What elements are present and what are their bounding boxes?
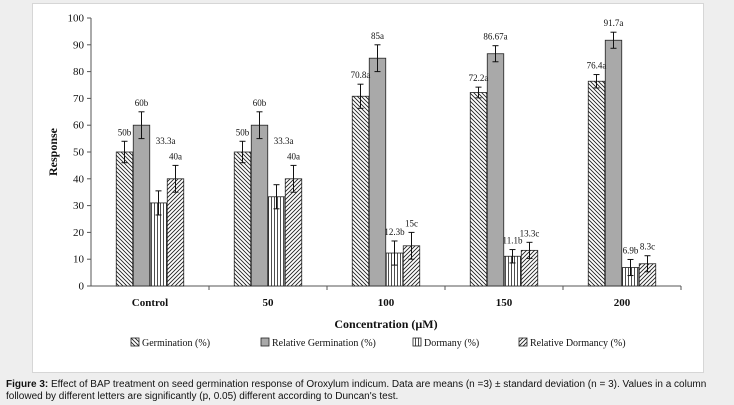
data-label: 70.8a: [351, 70, 371, 80]
y-tick-label: 80: [73, 66, 85, 78]
bar: [267, 196, 286, 287]
data-label: 12.3b: [384, 227, 405, 237]
data-label: 60b: [253, 98, 267, 108]
legend-label: Relative Dormancy (%): [530, 338, 626, 349]
data-label: 76.4a: [587, 61, 607, 71]
data-label: 91.7a: [604, 18, 624, 28]
bar: [233, 151, 252, 287]
bar: [604, 39, 623, 287]
legend-label: Germination (%): [142, 338, 210, 349]
x-axis-title: Concentration (µM): [334, 317, 437, 331]
y-axis-title: Response: [46, 127, 60, 176]
y-tick-label: 60: [73, 120, 85, 132]
data-label: 50b: [118, 127, 132, 137]
y-tick-label: 10: [73, 254, 85, 266]
data-label: 6.9b: [623, 245, 639, 255]
x-tick-label: 200: [614, 297, 631, 309]
y-tick-label: 90: [73, 39, 85, 51]
y-tick-label: 30: [73, 200, 85, 212]
x-tick-label: Control: [132, 297, 168, 309]
figure-frame: 0 10 20 30 40 50 60 70 80 90 100 Response Concentrat…: [32, 3, 704, 373]
bar: [115, 151, 134, 287]
legend-swatch: [260, 337, 270, 347]
legend-label: Relative Germination (%): [272, 338, 376, 349]
bar: [486, 53, 505, 287]
bap-germination-chart: 0 10 20 30 40 50 60 70 80 90 100 Response Concentrat…: [46, 13, 682, 349]
y-tick-label: 40: [73, 173, 85, 185]
data-label: 50b: [236, 127, 250, 137]
y-tick-label: 50: [73, 147, 85, 159]
bar: [368, 57, 387, 287]
data-label: 11.1b: [503, 236, 523, 246]
data-label: 8.3c: [640, 242, 655, 252]
data-label: 40a: [287, 151, 300, 161]
legend-swatch: [130, 337, 140, 347]
data-label: 13.3c: [520, 228, 540, 238]
y-tick-label: 100: [68, 13, 85, 25]
bar: [587, 80, 606, 287]
bar: [351, 95, 370, 287]
data-label: 40a: [169, 151, 182, 161]
data-label: 85a: [371, 31, 384, 41]
bar: [250, 124, 269, 287]
data-label: 33.3a: [274, 136, 294, 146]
bar: [469, 92, 488, 287]
bar: [284, 178, 303, 287]
bar: [166, 178, 185, 287]
data-label: 33.3a: [156, 136, 176, 146]
legend-swatch: [412, 337, 422, 347]
data-label: 60b: [135, 98, 149, 108]
legend-label: Dormany (%): [424, 338, 479, 349]
data-label: 72.2a: [469, 73, 489, 83]
y-tick-label: 70: [73, 93, 85, 105]
y-tick-label: 0: [79, 281, 85, 293]
data-label: 86.67a: [483, 32, 507, 42]
x-tick-label: 150: [496, 297, 513, 309]
bar: [132, 124, 151, 287]
caption-prefix: Figure 3:: [6, 379, 49, 390]
caption-text: Effect of BAP treatment on seed germinat…: [6, 379, 707, 402]
figure-caption: Figure 3: Effect of BAP treatment on see…: [6, 379, 728, 403]
data-label: 15c: [405, 218, 418, 228]
x-tick-label: 100: [378, 297, 395, 309]
legend-swatch: [518, 337, 528, 347]
y-tick-label: 20: [73, 227, 85, 239]
x-tick-label: 50: [263, 297, 275, 309]
